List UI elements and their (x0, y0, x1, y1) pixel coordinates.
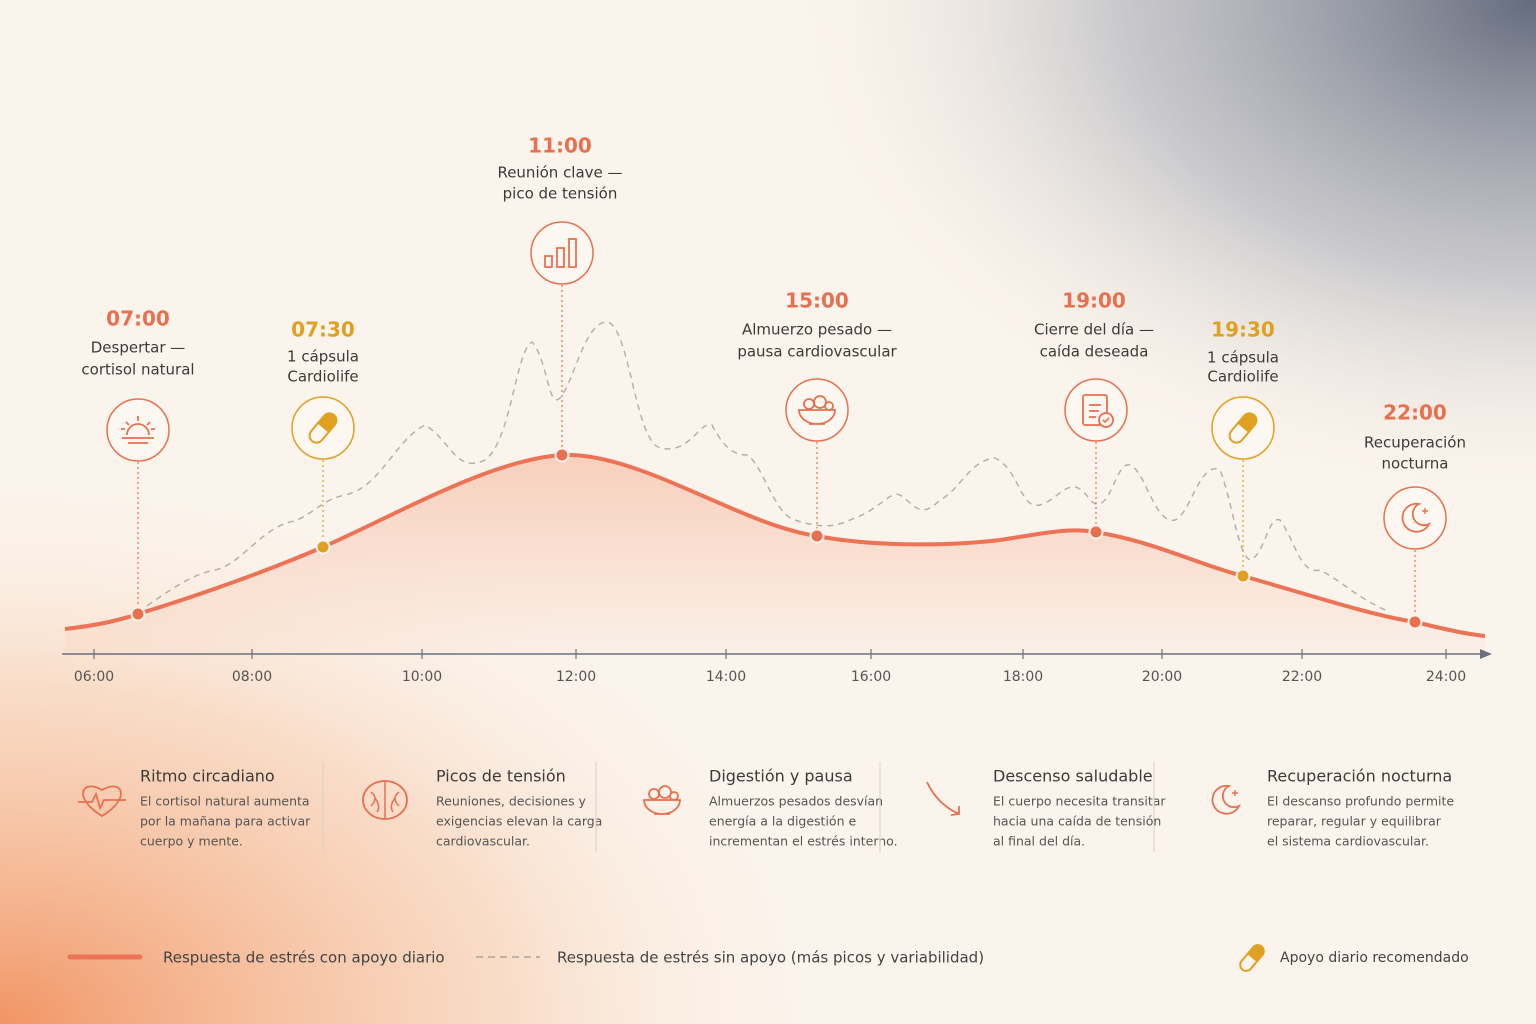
event-label: 1 cápsula (287, 348, 359, 366)
legend-label: Apoyo diario recomendado (1280, 950, 1469, 966)
x-tick-label: 08:00 (232, 669, 272, 685)
feature-text: cardiovascular. (436, 834, 530, 849)
event-icon (798, 395, 836, 425)
event-point (1235, 568, 1251, 584)
feature-title: Ritmo circadiano (140, 767, 275, 786)
feature-text: al final del día. (993, 834, 1085, 849)
axis-arrow (1480, 649, 1492, 659)
dynamic-layer: 07:00 Despertar — cortisol natural 07:30 1 c… (74, 134, 1466, 852)
event-label: Cierre del día — (1034, 321, 1154, 339)
event-time: 15:00 (785, 289, 849, 313)
event-label: Reunión clave — (497, 164, 622, 182)
x-tick-label: 06:00 (74, 669, 114, 685)
feature-title: Descenso saludable (993, 767, 1153, 786)
icon-circle (1064, 378, 1128, 442)
event-time: 07:00 (106, 307, 170, 331)
x-tick-label: 14:00 (706, 669, 746, 685)
event-label: pico de tensión (503, 185, 618, 203)
x-tick-label: 22:00 (1282, 669, 1322, 685)
event-icon (544, 238, 577, 268)
icon-circle (530, 221, 594, 285)
feature-icon (926, 781, 960, 816)
event-label: Recuperación (1364, 434, 1466, 452)
event-time: 07:30 (291, 318, 355, 342)
feature-text: El descanso profundo permite (1267, 794, 1454, 809)
feature-icon (362, 780, 408, 820)
event-label: cortisol natural (81, 361, 194, 379)
curve-supported (64, 452, 1486, 638)
event-label: caída deseada (1040, 343, 1149, 361)
feature-text: Reuniones, decisiones y (436, 794, 587, 809)
feature-text: El cortisol natural aumenta (140, 794, 310, 809)
feature-text: por la mañana para activar (140, 814, 311, 829)
feature-text: hacia una caída de tensión (993, 814, 1161, 829)
event-label: nocturna (1382, 455, 1449, 473)
event-point (1088, 524, 1104, 540)
event-time: 19:00 (1062, 289, 1126, 313)
feature-text: incrementan el estrés interno. (709, 834, 898, 849)
legend-label: Respuesta de estrés sin apoyo (más picos… (557, 949, 984, 967)
event-label: 1 cápsula (1207, 349, 1279, 367)
legend-label: Respuesta de estrés con apoyo diario (163, 949, 445, 967)
icon-circle (1383, 486, 1447, 550)
event-label: pausa cardiovascular (737, 343, 897, 361)
x-tick-label: 18:00 (1003, 669, 1043, 685)
event-point (315, 539, 331, 555)
event-label: Cardiolife (287, 368, 358, 386)
event-label: Despertar — (91, 339, 186, 357)
x-tick-label: 24:00 (1426, 669, 1466, 685)
event-point (809, 528, 825, 544)
legend-capsule (1239, 944, 1265, 972)
x-tick-label: 16:00 (851, 669, 891, 685)
event-time: 19:30 (1211, 318, 1275, 342)
event-icon (308, 412, 338, 444)
event-point (130, 606, 146, 622)
feature-icon (643, 785, 681, 815)
feature-icon (78, 785, 126, 818)
feature-title: Digestión y pausa (709, 767, 853, 786)
feature-text: Almuerzos pesados desvían (709, 794, 883, 809)
event-point (1407, 614, 1423, 630)
x-tick-label: 10:00 (402, 669, 442, 685)
event-label: Almuerzo pesado — (742, 321, 892, 339)
event-icon (1401, 502, 1432, 533)
event-time: 11:00 (528, 134, 592, 158)
event-label: Cardiolife (1207, 368, 1278, 386)
x-tick-label: 20:00 (1142, 669, 1182, 685)
event-icon (1228, 412, 1258, 444)
feature-title: Picos de tensión (436, 767, 566, 786)
event-point (554, 447, 570, 463)
feature-title: Recuperación nocturna (1267, 767, 1452, 786)
feature-text: energía a la digestión e (709, 814, 856, 829)
event-time: 22:00 (1383, 401, 1447, 425)
x-tick-label: 12:00 (556, 669, 596, 685)
feature-text: el sistema cardiovascular. (1267, 834, 1429, 849)
event-icon (1082, 394, 1114, 428)
curve-area (65, 454, 1485, 654)
curve-unsupported (137, 321, 1391, 613)
event-icon (121, 416, 155, 444)
feature-icon (1211, 784, 1242, 815)
icon-circle (106, 398, 170, 462)
feature-text: cuerpo y mente. (140, 834, 243, 849)
feature-text: El cuerpo necesita transitar (993, 794, 1166, 809)
feature-text: exigencias elevan la carga (436, 814, 602, 829)
feature-text: reparar, regular y equilibrar (1267, 814, 1442, 829)
